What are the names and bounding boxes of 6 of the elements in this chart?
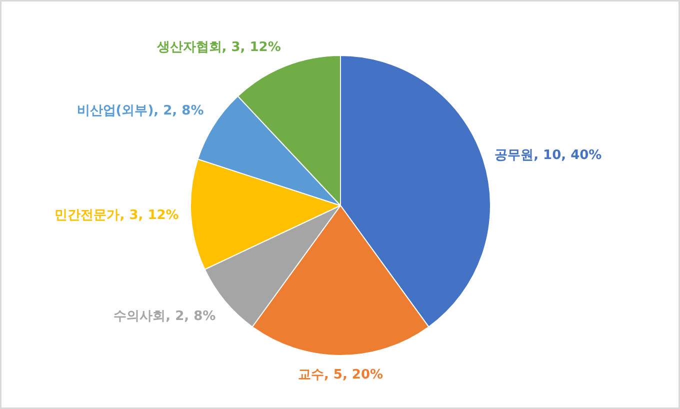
slice-label: 비산업(외부), 2, 8% <box>76 104 204 119</box>
slice-label: 민간전문가, 3, 12% <box>54 208 179 224</box>
slice-label: 수의사회, 2, 8% <box>114 308 216 324</box>
slice-label: 생산자협회, 3, 12% <box>156 40 281 55</box>
slice-label: 공무원, 10, 40% <box>494 148 602 163</box>
slice-label: 교수, 5, 20% <box>298 368 384 382</box>
